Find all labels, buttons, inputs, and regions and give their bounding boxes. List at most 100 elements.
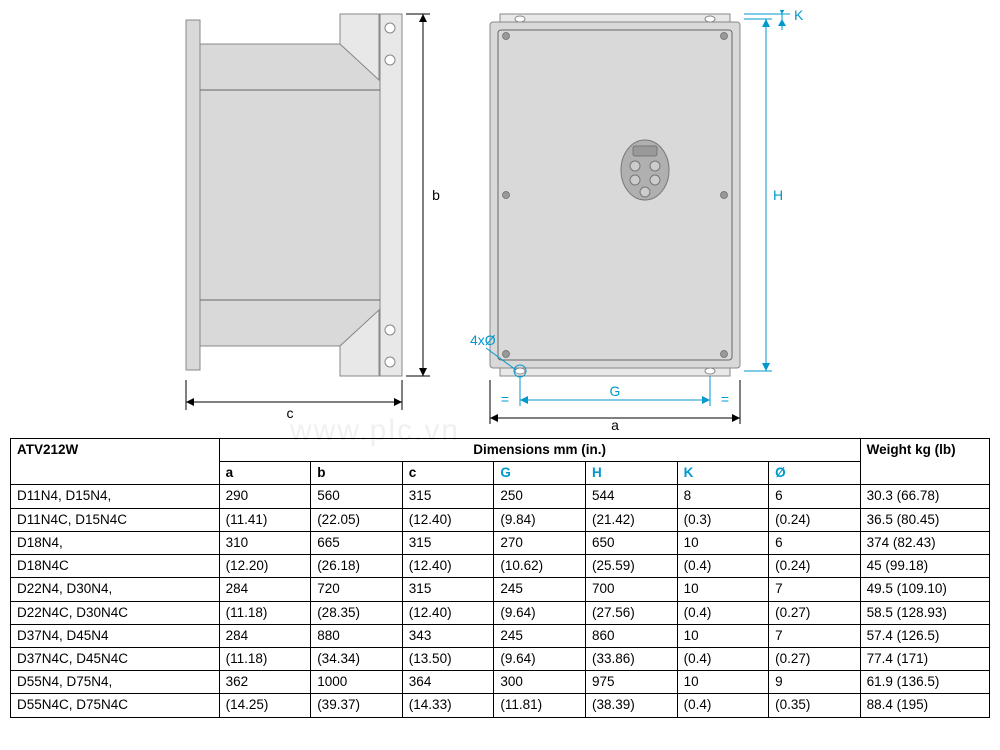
- cell: 58.5 (128.93): [860, 601, 989, 624]
- cell: 374 (82.43): [860, 531, 989, 554]
- cell: D18N4C: [11, 555, 220, 578]
- cell: (28.35): [311, 601, 403, 624]
- cell: 544: [586, 485, 678, 508]
- table-row: D55N4C, D75N4C(14.25)(39.37)(14.33)(11.8…: [11, 694, 990, 717]
- cell: (0.35): [769, 694, 861, 717]
- col-o: Ø: [769, 462, 861, 485]
- cell: D11N4, D15N4,: [11, 485, 220, 508]
- cell: (11.41): [219, 508, 311, 531]
- cell: (0.4): [677, 647, 768, 670]
- cell: 650: [586, 531, 678, 554]
- cell: 362: [219, 671, 311, 694]
- cell: 245: [494, 624, 586, 647]
- table-row: D37N4, D45N428488034324586010757.4 (126.…: [11, 624, 990, 647]
- dim-g-label: G: [610, 383, 621, 399]
- cell: (25.59): [586, 555, 678, 578]
- cell: (11.81): [494, 694, 586, 717]
- cell: (0.24): [769, 508, 861, 531]
- dim-c-label: c: [287, 405, 294, 421]
- cell: (0.27): [769, 601, 861, 624]
- dimensions-table: ATV212W Dimensions mm (in.) Weight kg (l…: [10, 438, 990, 718]
- cell: D55N4, D75N4,: [11, 671, 220, 694]
- cell: (12.40): [402, 508, 494, 531]
- dim-b-label: b: [432, 187, 440, 203]
- cell: (34.34): [311, 647, 403, 670]
- dims-header: Dimensions mm (in.): [219, 439, 860, 462]
- cell: (9.84): [494, 508, 586, 531]
- cell: (12.20): [219, 555, 311, 578]
- col-c: c: [402, 462, 494, 485]
- cell: D18N4,: [11, 531, 220, 554]
- col-g: G: [494, 462, 586, 485]
- dim-h-label: H: [773, 187, 783, 203]
- cell: (0.27): [769, 647, 861, 670]
- cell: (22.05): [311, 508, 403, 531]
- table-row: D18N4,310665315270650106374 (82.43): [11, 531, 990, 554]
- cell: 700: [586, 578, 678, 601]
- cell: 560: [311, 485, 403, 508]
- cell: 315: [402, 531, 494, 554]
- cell: (39.37): [311, 694, 403, 717]
- cell: 45 (99.18): [860, 555, 989, 578]
- header-row-1: ATV212W Dimensions mm (in.) Weight kg (l…: [11, 439, 990, 462]
- dim-a-label: a: [611, 417, 619, 430]
- cell: 284: [219, 624, 311, 647]
- cell: (0.24): [769, 555, 861, 578]
- cell: D11N4C, D15N4C: [11, 508, 220, 531]
- cell: (14.25): [219, 694, 311, 717]
- cell: (21.42): [586, 508, 678, 531]
- cell: 315: [402, 578, 494, 601]
- cell: 880: [311, 624, 403, 647]
- cell: D22N4, D30N4,: [11, 578, 220, 601]
- cell: 10: [677, 671, 768, 694]
- cell: 290: [219, 485, 311, 508]
- cell: 6: [769, 531, 861, 554]
- cell: 310: [219, 531, 311, 554]
- cell: 364: [402, 671, 494, 694]
- table-row: D37N4C, D45N4C(11.18)(34.34)(13.50)(9.64…: [11, 647, 990, 670]
- cell: 57.4 (126.5): [860, 624, 989, 647]
- cell: 284: [219, 578, 311, 601]
- table-row: D18N4C(12.20)(26.18)(12.40)(10.62)(25.59…: [11, 555, 990, 578]
- cell: (33.86): [586, 647, 678, 670]
- cell: 245: [494, 578, 586, 601]
- col-b: b: [311, 462, 403, 485]
- cell: (12.40): [402, 555, 494, 578]
- cell: (9.64): [494, 601, 586, 624]
- model-header: ATV212W: [11, 439, 220, 485]
- side-view-drawing: c b: [180, 10, 440, 430]
- cell: (11.18): [219, 647, 311, 670]
- dimensions-table-wrap: ATV212W Dimensions mm (in.) Weight kg (l…: [10, 438, 990, 718]
- cell: 975: [586, 671, 678, 694]
- cell: (0.4): [677, 555, 768, 578]
- table-row: D22N4C, D30N4C(11.18)(28.35)(12.40)(9.64…: [11, 601, 990, 624]
- cell: 36.5 (80.45): [860, 508, 989, 531]
- cell: 665: [311, 531, 403, 554]
- cell: 77.4 (171): [860, 647, 989, 670]
- cell: (27.56): [586, 601, 678, 624]
- cell: D37N4C, D45N4C: [11, 647, 220, 670]
- cell: 270: [494, 531, 586, 554]
- col-a: a: [219, 462, 311, 485]
- table-row: D22N4, D30N4,28472031524570010749.5 (109…: [11, 578, 990, 601]
- cell: 10: [677, 578, 768, 601]
- cell: 61.9 (136.5): [860, 671, 989, 694]
- table-row: D55N4, D75N4,362100036430097510961.9 (13…: [11, 671, 990, 694]
- cell: (11.18): [219, 601, 311, 624]
- table-row: D11N4, D15N4,2905603152505448630.3 (66.7…: [11, 485, 990, 508]
- equals-left: =: [501, 391, 509, 407]
- cell: 88.4 (195): [860, 694, 989, 717]
- weight-header: Weight kg (lb): [860, 439, 989, 485]
- front-view-drawing: 4xØ a G = = H K: [470, 10, 810, 430]
- cell: 8: [677, 485, 768, 508]
- cell: D55N4C, D75N4C: [11, 694, 220, 717]
- cell: 9: [769, 671, 861, 694]
- cell: 1000: [311, 671, 403, 694]
- cell: 250: [494, 485, 586, 508]
- diagram-area: www.plc.vn c b: [0, 0, 1000, 440]
- cell: 7: [769, 578, 861, 601]
- cell: 30.3 (66.78): [860, 485, 989, 508]
- cell: 49.5 (109.10): [860, 578, 989, 601]
- cell: 315: [402, 485, 494, 508]
- cell: 7: [769, 624, 861, 647]
